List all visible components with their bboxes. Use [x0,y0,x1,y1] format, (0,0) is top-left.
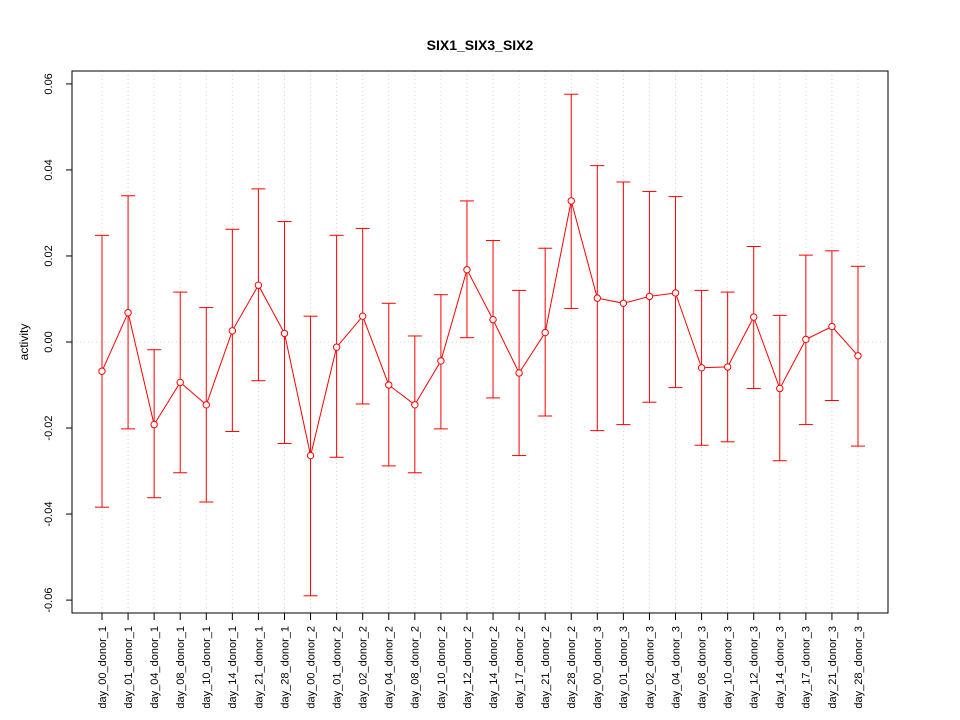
x-tick-label: day_00_donor_3 [592,626,604,709]
x-tick-label: day_21_donor_3 [827,626,839,709]
data-point [176,378,184,387]
data-points [98,197,862,460]
x-tick-label: day_21_donor_2 [540,626,552,709]
data-point [515,369,523,377]
data-point [358,312,367,320]
data-point [150,420,158,429]
x-tick-label: day_08_donor_3 [696,626,708,709]
y-tick-label: -0.04 [43,502,55,527]
data-point [619,299,628,307]
series-polyline [101,200,859,456]
data-point [776,384,784,393]
data-point [385,381,393,389]
x-tick-label: day_14_donor_2 [488,626,500,709]
data-point [332,343,341,351]
data-point [802,335,810,344]
y-tick-label: 0.06 [43,73,55,94]
x-tick-label: day_28_donor_3 [853,626,865,709]
x-tick-label: day_01_donor_3 [618,626,630,709]
data-point [854,352,862,360]
x-tick-label: day_28_donor_2 [566,626,578,709]
data-point [541,328,549,337]
y-tick-label: -0.02 [43,415,55,440]
x-tick-label: day_14_donor_1 [227,626,239,709]
grid [72,71,888,613]
data-point [567,197,575,205]
y-tick-label: 0.02 [43,245,55,266]
data-point [124,309,132,317]
x-tick-label: day_08_donor_2 [410,626,422,709]
x-tick-label: day_01_donor_2 [331,626,343,709]
x-tick-label: day_00_donor_2 [305,626,317,709]
x-tick-label: day_10_donor_3 [723,626,735,709]
x-tick-label: day_04_donor_2 [384,626,396,709]
data-point [723,363,732,371]
data-point [489,315,497,324]
data-point [411,401,419,409]
data-point [697,364,706,372]
y-axis: -0.06 -0.04 -0.02 0.00 0.02 0.04 0.06 [43,73,73,613]
data-point [671,289,680,297]
x-tick-label: day_02_donor_3 [644,626,656,709]
x-tick-label: day_21_donor_1 [253,626,265,709]
data-point [254,281,263,289]
x-tick-label: day_10_donor_2 [436,626,448,709]
y-tick-label: 0.04 [43,159,55,180]
x-tick-label: day_08_donor_1 [175,626,187,709]
x-tick-label: day_17_donor_2 [514,626,526,709]
data-point [228,327,237,335]
data-point [463,266,471,274]
data-point [645,292,654,301]
y-axis-label: activity [17,324,31,361]
series-line [101,200,859,456]
x-tick-label: day_04_donor_3 [670,626,682,709]
data-point [593,294,602,302]
x-tick-label: day_01_donor_1 [123,626,135,709]
chart-title: SIX1_SIX3_SIX2 [427,37,534,53]
y-tick-label: 0.00 [43,331,55,352]
data-point [306,451,315,460]
x-axis: day_00_donor_1 day_01_donor_1 day_04_donor… [97,612,865,709]
y-tick-label: -0.06 [43,588,55,613]
x-tick-label: day_12_donor_2 [462,626,474,709]
x-tick-label: day_17_donor_3 [801,626,813,709]
x-tick-label: day_04_donor_1 [149,626,161,709]
data-point [828,322,836,331]
x-tick-label: day_10_donor_1 [201,626,213,709]
x-tick-label: day_02_donor_2 [358,626,370,709]
x-tick-label: day_12_donor_3 [749,626,761,709]
data-point [437,357,445,365]
x-tick-label: day_14_donor_3 [775,626,787,709]
data-point [202,401,210,409]
x-tick-label: day_00_donor_1 [97,626,109,709]
data-point [98,367,106,375]
data-point [280,329,289,338]
x-tick-label: day_28_donor_1 [279,626,291,709]
data-point [750,313,758,321]
